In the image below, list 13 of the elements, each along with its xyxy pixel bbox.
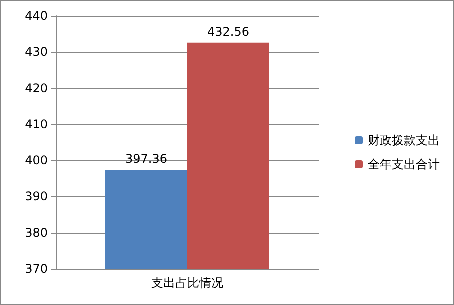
- y-tick-label: 380: [25, 226, 48, 240]
- legend-label: 全年支出合计: [368, 158, 440, 172]
- x-tick-label: 支出占比情况: [152, 276, 224, 290]
- data-label: 432.56: [208, 24, 250, 39]
- y-tick-label: 400: [25, 154, 48, 168]
- y-tick-label: 410: [25, 117, 48, 132]
- y-tick-label: 440: [25, 9, 48, 23]
- legend-label: 财政拨款支出: [368, 134, 440, 148]
- y-tick-label: 430: [25, 45, 48, 60]
- y-tick-label: 370: [25, 262, 48, 276]
- y-tick-label: 390: [25, 190, 48, 204]
- data-label: 397.36: [126, 152, 168, 166]
- y-tick-label: 420: [25, 81, 48, 96]
